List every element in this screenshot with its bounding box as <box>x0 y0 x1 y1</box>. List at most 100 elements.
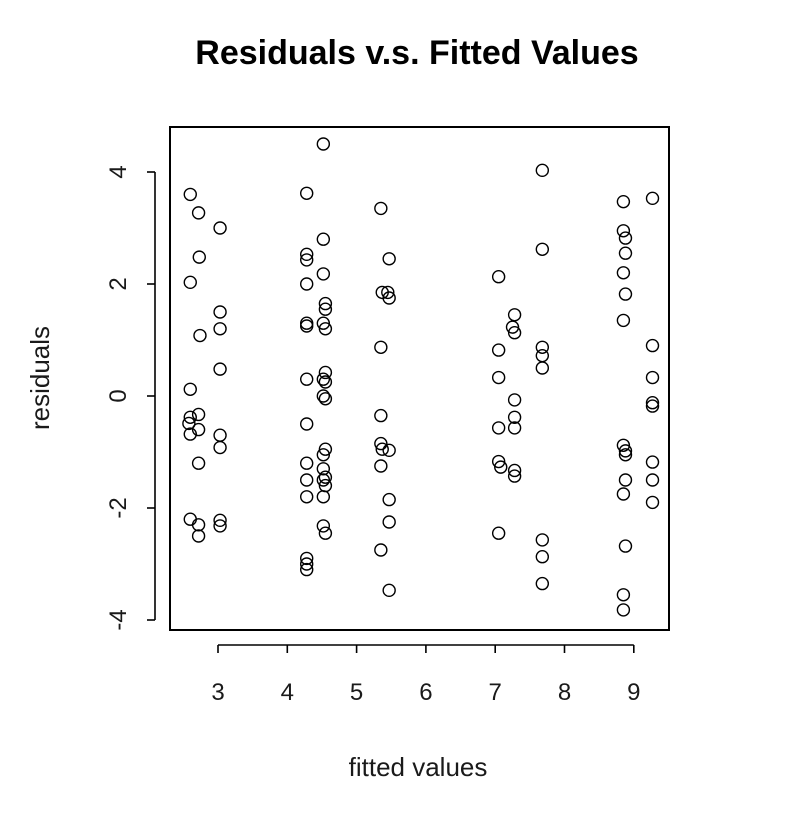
data-point <box>300 417 314 431</box>
data-point <box>300 551 314 566</box>
data-point <box>213 221 227 235</box>
data-point <box>300 247 314 262</box>
data-point <box>300 557 314 571</box>
data-point <box>318 365 333 380</box>
data-point <box>318 392 333 406</box>
data-point <box>316 232 331 246</box>
data-point <box>300 316 314 330</box>
data-point <box>183 275 197 290</box>
data-point <box>316 316 331 330</box>
data-point <box>491 421 506 435</box>
data-point <box>645 399 660 413</box>
data-point <box>183 382 197 396</box>
data-point <box>316 519 331 533</box>
plot-frame <box>169 126 670 631</box>
data-point <box>300 456 314 470</box>
y-tick-label: 0 <box>105 389 132 402</box>
data-point <box>535 163 550 178</box>
data-point <box>191 529 206 543</box>
data-point <box>491 454 506 469</box>
data-point <box>316 448 331 462</box>
data-point <box>491 370 506 385</box>
data-point <box>382 291 396 305</box>
data-point <box>507 469 522 483</box>
data-point <box>507 393 522 407</box>
data-point <box>318 375 333 389</box>
x-tick-label: 9 <box>627 679 640 706</box>
data-point <box>183 410 197 424</box>
data-point <box>382 583 396 598</box>
data-point <box>645 338 660 353</box>
data-point <box>191 407 206 422</box>
data-point <box>507 421 522 435</box>
data-point <box>535 340 550 354</box>
x-tick-label: 8 <box>558 679 571 706</box>
data-point <box>318 322 333 336</box>
data-point <box>300 319 314 333</box>
x-tick-label: 6 <box>419 679 432 706</box>
data-point <box>616 224 631 238</box>
data-point <box>491 270 506 284</box>
data-point <box>316 473 331 487</box>
data-point <box>318 470 333 484</box>
data-point <box>318 442 333 456</box>
data-point <box>374 340 388 354</box>
data-point <box>213 440 227 455</box>
data-point <box>491 526 506 540</box>
x-axis-title: fitted values <box>349 752 488 782</box>
data-point <box>616 588 631 602</box>
data-point <box>618 539 633 553</box>
data-point <box>618 448 633 462</box>
data-point <box>374 201 388 216</box>
data-point <box>616 313 631 328</box>
data-point <box>374 543 388 557</box>
y-tick-label: -2 <box>105 497 132 518</box>
data-point <box>645 495 660 510</box>
data-point <box>183 427 197 441</box>
data-point <box>645 473 660 487</box>
data-point <box>374 459 388 473</box>
data-point <box>535 348 550 363</box>
x-tick-label: 5 <box>350 679 363 706</box>
data-point <box>182 416 196 431</box>
x-tick-label: 3 <box>211 679 224 706</box>
data-point <box>491 343 506 357</box>
data-point <box>374 436 388 451</box>
data-point <box>316 389 331 403</box>
data-point <box>616 487 631 501</box>
data-point <box>316 137 331 151</box>
data-point <box>535 361 550 375</box>
data-point <box>300 277 314 291</box>
data-point <box>300 253 314 267</box>
data-point <box>300 372 314 386</box>
data-point <box>183 512 197 526</box>
data-point <box>618 444 633 458</box>
data-point <box>192 250 206 264</box>
data-point <box>213 362 227 376</box>
data-point <box>618 287 633 301</box>
data-point <box>616 194 631 209</box>
data-point <box>375 442 389 456</box>
data-point <box>645 455 660 469</box>
data-point <box>618 246 633 260</box>
data-point <box>316 267 331 281</box>
data-point <box>316 490 331 504</box>
data-point <box>300 186 314 200</box>
data-point <box>213 513 227 528</box>
data-point <box>300 490 314 504</box>
data-point <box>507 326 522 340</box>
data-point <box>616 603 631 617</box>
data-point <box>300 473 314 487</box>
data-point <box>382 492 396 507</box>
data-point <box>213 519 227 533</box>
data-point <box>318 302 333 316</box>
data-point <box>191 518 206 532</box>
data-point <box>507 463 522 478</box>
data-point <box>183 187 197 202</box>
data-point <box>645 396 660 410</box>
data-point <box>535 576 550 591</box>
data-point <box>300 562 314 577</box>
data-point <box>382 443 396 458</box>
data-point <box>381 285 395 300</box>
